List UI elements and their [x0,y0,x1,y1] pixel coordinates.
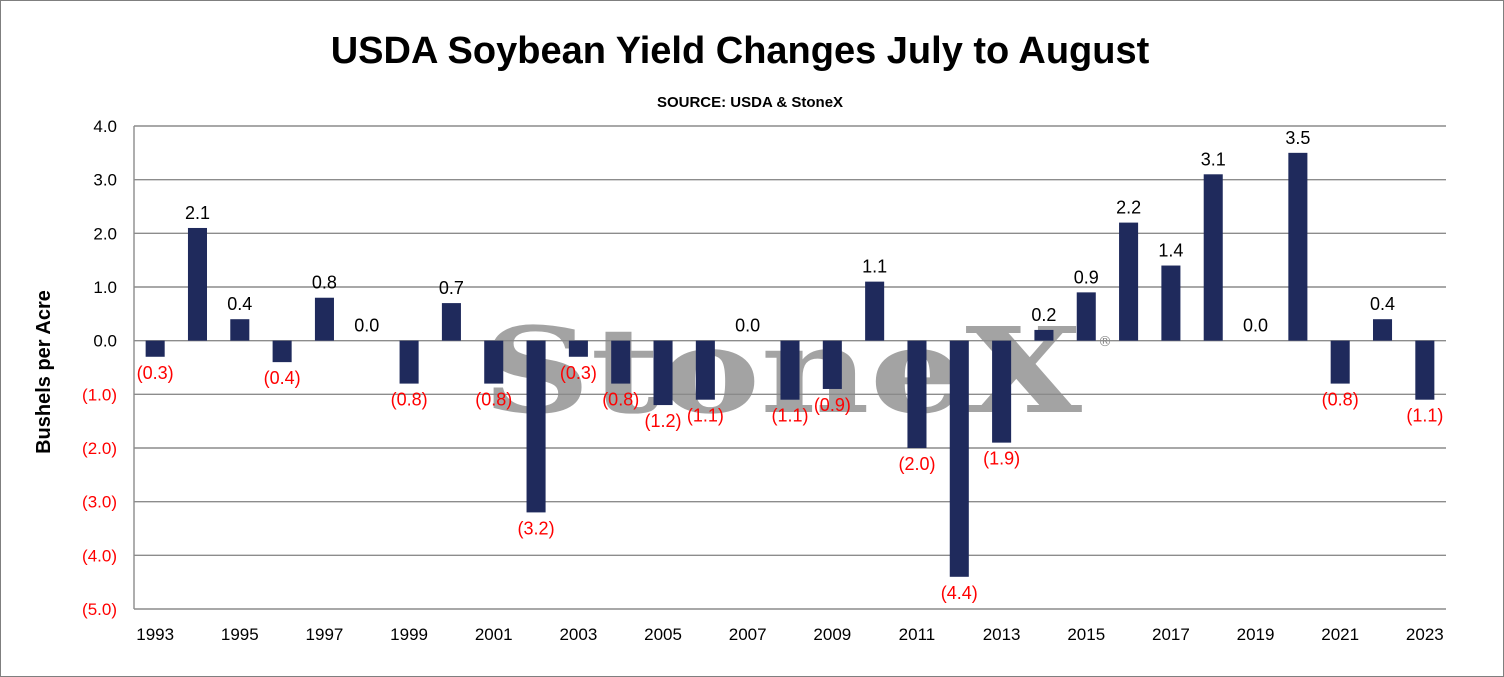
y-tick-label: 3.0 [93,171,117,190]
bar-2003 [568,340,588,357]
bar-2016 [1119,222,1139,341]
bar-2017 [1161,265,1181,341]
data-label-1999: (0.8) [391,390,428,410]
y-axis-label: Bushels per Acre [33,290,55,454]
bar-2000 [441,303,461,341]
bar-2010 [865,281,885,341]
data-label-2015: 0.9 [1074,267,1099,287]
bar-2001 [484,340,504,384]
x-tick-label: 1997 [306,625,344,644]
bar-2023 [1415,340,1435,400]
data-label-2002: (3.2) [518,518,555,538]
bar-2021 [1330,340,1350,384]
y-tick-label: 4.0 [93,117,117,136]
bar-2004 [611,340,631,384]
bar-2018 [1203,174,1223,341]
bar-1993 [145,340,165,357]
bar-1994 [187,227,208,341]
x-tick-label: 2007 [729,625,767,644]
data-label-2006: (1.1) [687,406,724,426]
bar-1999 [399,340,419,384]
y-tick-label: (2.0) [82,439,117,458]
y-tick-label: 2.0 [93,224,117,243]
bar-2005 [653,340,673,406]
bar-2008 [780,340,800,400]
x-tick-label: 2017 [1152,625,1190,644]
bar-2012 [949,340,969,577]
x-tick-label: 2023 [1406,625,1444,644]
x-tick-label: 2021 [1321,625,1359,644]
bar-2014 [1034,329,1054,341]
data-label-2018: 3.1 [1201,149,1226,169]
chart-title: USDA Soybean Yield Changes July to Augus… [330,30,1150,72]
data-labels: (0.3) 2.1 0.4 (0.4) 0.8 0.0 (0.8) 0.7 (0.8) (3.2)… [137,128,1444,603]
bar-2009 [822,340,842,389]
bar-2015 [1076,292,1096,341]
x-tick-label: 2001 [475,625,513,644]
x-tick-label: 2003 [559,625,597,644]
data-label-2013: (1.9) [983,449,1020,469]
y-tick-label: (1.0) [82,385,117,404]
y-axis-tick-labels: 4.0 3.0 2.0 1.0 0.0 (1.0) (2.0) (3.0) (4.0) (5.0) [82,117,117,619]
chart-subtitle: SOURCE: USDA & StoneX [656,94,844,111]
data-label-2021: (0.8) [1322,390,1359,410]
data-label-2023: (1.1) [1406,406,1443,426]
data-label-1995: 0.4 [227,294,252,314]
data-label-2019: 0.0 [1243,316,1268,336]
data-label-2004: (0.8) [602,390,639,410]
bar-2002 [526,340,546,513]
x-tick-label: 2013 [983,625,1021,644]
data-label-1994: 2.1 [185,203,210,223]
x-tick-label: 1995 [221,625,259,644]
data-label-1996: (0.4) [264,368,301,388]
data-label-2003: (0.3) [560,363,597,383]
bar-2022 [1372,319,1393,341]
bar-2011 [907,340,927,448]
data-label-2010: 1.1 [862,257,887,277]
data-label-1997: 0.8 [312,273,337,293]
data-label-2012: (4.4) [941,583,978,603]
data-label-2014: 0.2 [1031,305,1056,325]
x-tick-label: 2015 [1067,625,1105,644]
x-tick-label: 2011 [899,625,936,644]
watermark-registered-mark: ® [1098,334,1112,350]
x-tick-label: 2019 [1237,625,1275,644]
x-axis-tick-labels: 1993 1995 1997 1999 2001 2003 2005 2007 2009 2011… [136,625,1444,644]
data-label-1993: (0.3) [137,363,174,383]
data-label-2008: (1.1) [771,406,808,426]
bar-2006 [695,340,715,400]
data-label-2001: (0.8) [475,390,512,410]
data-label-2022: 0.4 [1370,294,1395,314]
x-tick-label: 1993 [136,625,174,644]
bar-2013 [992,340,1012,443]
x-tick-label: 2009 [813,625,851,644]
data-label-1998: 0.0 [354,316,379,336]
x-tick-label: 1999 [390,625,428,644]
data-label-2011: (2.0) [898,454,935,474]
data-label-2000: 0.7 [439,278,464,298]
data-label-2016: 2.2 [1116,198,1141,218]
y-tick-label: (5.0) [82,600,117,619]
bar-1995 [230,319,250,341]
x-tick-label: 2005 [644,625,682,644]
y-tick-label: (4.0) [82,546,117,565]
y-tick-label: 0.0 [93,332,117,351]
bar-series [145,152,1435,577]
bar-1997 [314,297,334,341]
data-label-2009: (0.9) [814,395,851,415]
data-label-2017: 1.4 [1158,241,1183,261]
data-label-2007: 0.0 [735,316,760,336]
y-tick-label: 1.0 [93,278,117,297]
bar-1996 [272,340,292,363]
y-tick-label: (3.0) [82,493,117,512]
data-label-2005: (1.2) [645,411,682,431]
bar-2020 [1288,152,1308,341]
data-label-2020: 3.5 [1285,128,1310,148]
